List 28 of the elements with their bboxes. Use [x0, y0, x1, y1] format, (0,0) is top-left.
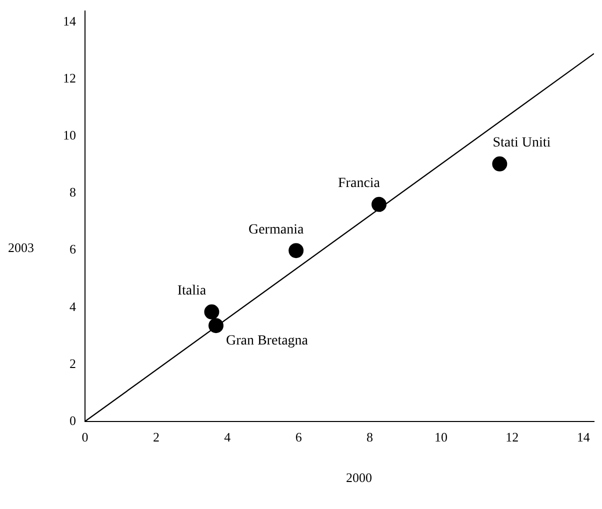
y-tick-label: 6 — [70, 242, 76, 257]
x-tick-label: 12 — [506, 430, 519, 445]
y-tick-label: 14 — [63, 14, 76, 29]
annotation: Italia — [177, 284, 207, 299]
annotation: Gran Bretagna — [226, 333, 309, 348]
annotation: Francia — [338, 176, 381, 192]
point — [288, 243, 304, 258]
annotation: Germania — [248, 222, 304, 238]
y-tick-label: 0 — [70, 412, 76, 428]
y-axis-title: 2003 — [8, 240, 34, 256]
point — [208, 318, 224, 334]
x-tick-label: 14 — [576, 430, 590, 445]
x-tick-label: 0 — [82, 430, 88, 445]
x-tick-label: 10 — [434, 430, 448, 445]
y-tick-label: 2 — [70, 356, 76, 371]
x-tick-label: 6 — [295, 430, 302, 445]
x-tick-label: 8 — [366, 430, 374, 445]
annotation: Stati Uniti — [492, 136, 551, 151]
point — [372, 196, 387, 212]
y-tick-label: 4 — [70, 298, 76, 314]
point — [492, 156, 508, 172]
x-axis-title: 2000 — [346, 470, 372, 486]
point — [204, 304, 220, 320]
y-tick-label: 12 — [63, 70, 76, 86]
x-tick-label: 4 — [224, 430, 232, 445]
y-tick-label: 8 — [70, 184, 76, 200]
x-tick-label: 2 — [152, 430, 160, 445]
y-tick-label: 10 — [63, 128, 76, 143]
